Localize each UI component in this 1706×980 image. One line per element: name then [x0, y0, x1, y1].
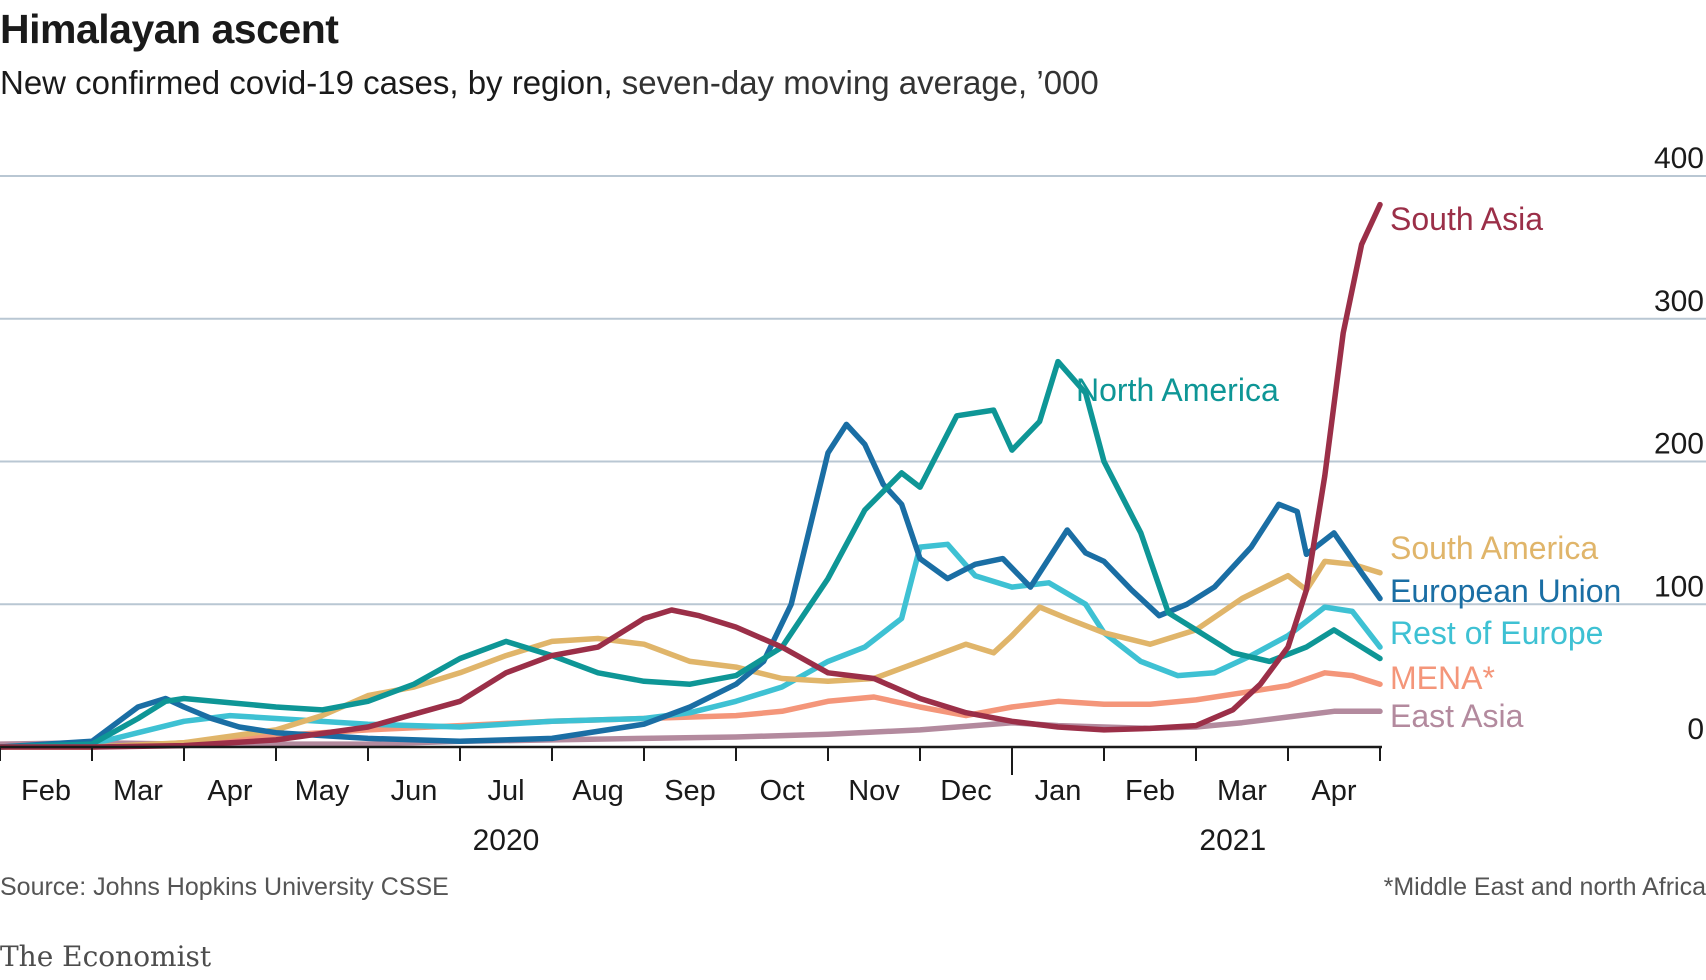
x-month-label: Nov — [848, 775, 900, 807]
x-month-label: Oct — [759, 775, 804, 807]
x-month-label: Apr — [1311, 775, 1356, 807]
series-label-north-america: North America — [1076, 372, 1279, 408]
x-month-label: Apr — [207, 775, 252, 807]
x-year-label: 2020 — [473, 824, 540, 857]
chart-title: Himalayan ascent — [0, 6, 339, 52]
series-line-european-union — [0, 421, 1383, 750]
y-tick-label: 100 — [1654, 570, 1704, 603]
brand-logo: The Economist — [0, 940, 212, 973]
x-year-label: 2021 — [1199, 824, 1266, 857]
series-label-south-america: South America — [1390, 530, 1598, 566]
x-month-label: Jun — [391, 775, 438, 807]
series-line-north-america — [0, 358, 1383, 750]
footnote-mena: *Middle East and north Africa — [1383, 873, 1706, 901]
y-tick-label: 400 — [1654, 142, 1704, 175]
series-line-rest-of-europe — [0, 541, 1383, 750]
y-tick-label: 0 — [1687, 713, 1704, 746]
x-month-label: May — [295, 775, 350, 807]
subtitle-detail: seven-day moving average, ’000 — [612, 64, 1099, 101]
x-month-label: Mar — [1217, 775, 1267, 807]
y-tick-label: 300 — [1654, 285, 1704, 318]
y-tick-label: 200 — [1654, 428, 1704, 461]
x-month-label: Feb — [1125, 775, 1175, 807]
series-label-european-union: European Union — [1390, 573, 1621, 609]
x-month-label: Jan — [1035, 775, 1082, 807]
x-month-label: Jul — [487, 775, 524, 807]
x-month-label: Feb — [21, 775, 71, 807]
x-month-label: Aug — [572, 775, 624, 807]
series-line-south-asia — [0, 201, 1383, 750]
x-month-label: Sep — [664, 775, 716, 807]
x-month-label: Mar — [113, 775, 163, 807]
chart-subtitle: New confirmed covid-19 cases, by region,… — [0, 64, 1099, 102]
x-month-label: Dec — [940, 775, 992, 807]
series-label-rest-of-europe: Rest of Europe — [1390, 615, 1603, 651]
series-line-mena — [0, 670, 1383, 750]
series-label-mena: MENA* — [1390, 660, 1495, 696]
subtitle-main: New confirmed covid-19 cases, by region, — [0, 64, 613, 101]
series-label-east-asia: East Asia — [1390, 698, 1524, 734]
source-note: Source: Johns Hopkins University CSSE — [0, 873, 449, 901]
series-line-south-america — [0, 558, 1383, 750]
series-line-east-asia — [0, 708, 1383, 747]
series-label-south-asia: South Asia — [1390, 201, 1543, 237]
